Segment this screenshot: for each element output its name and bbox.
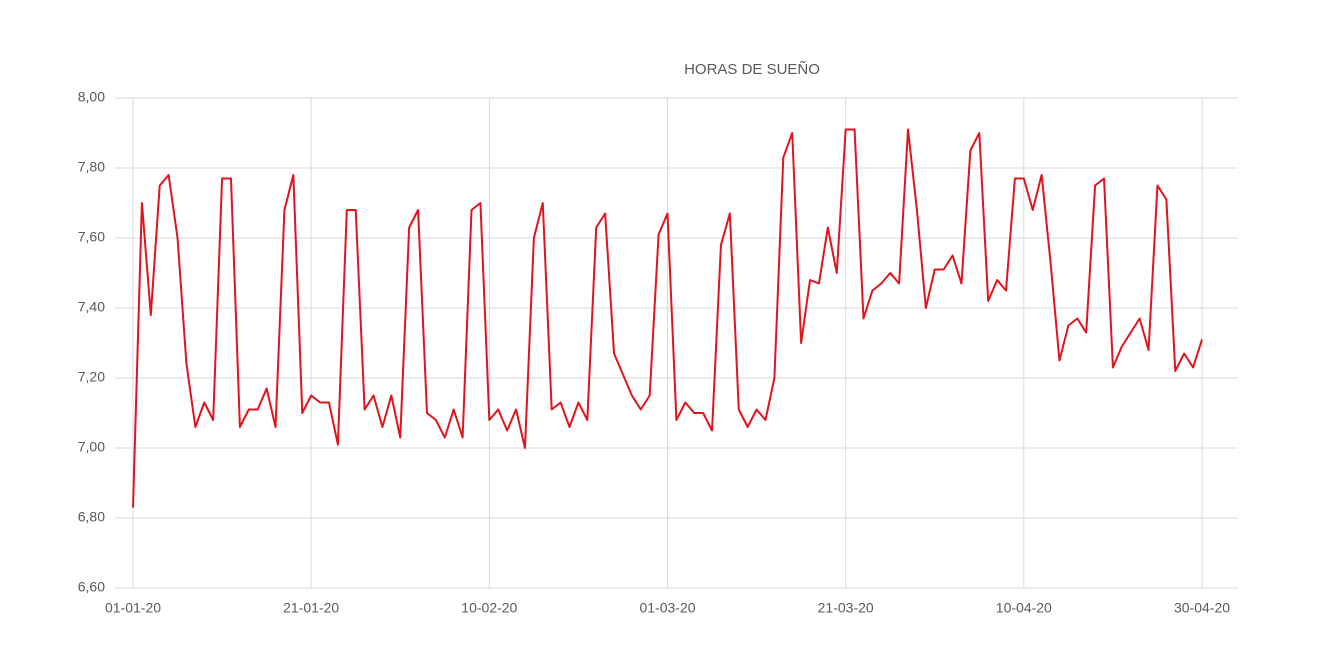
x-tick-label: 21-03-20 — [818, 600, 874, 616]
x-tick-label: 10-02-20 — [461, 600, 517, 616]
x-tick-label: 30-04-20 — [1174, 600, 1230, 616]
y-tick-label: 6,60 — [78, 579, 105, 595]
x-tick-label: 21-01-20 — [283, 600, 339, 616]
y-tick-label: 7,20 — [78, 369, 105, 385]
chart-title: HORAS DE SUEÑO — [684, 61, 820, 78]
data-line — [132, 128, 1203, 508]
y-tick-label: 7,60 — [78, 229, 105, 245]
y-tick-label: 7,00 — [78, 439, 105, 455]
y-tick-label: 7,40 — [78, 299, 105, 315]
y-tick-label: 7,80 — [78, 159, 105, 175]
x-tick-label: 01-03-20 — [639, 600, 695, 616]
x-tick-label: 01-01-20 — [105, 600, 161, 616]
x-tick-label: 10-04-20 — [996, 600, 1052, 616]
y-tick-label: 8,00 — [78, 89, 105, 105]
y-tick-label: 6,80 — [78, 509, 105, 525]
